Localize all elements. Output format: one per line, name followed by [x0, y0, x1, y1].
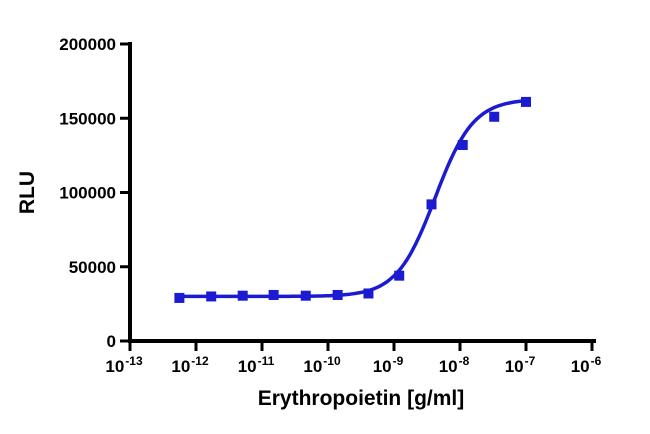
data-point-marker [174, 292, 185, 303]
x-tick-label: 10-8 [439, 354, 470, 376]
data-point-marker [268, 289, 279, 300]
x-tick-label: 10-11 [238, 354, 275, 376]
y-tick-label: 50000 [69, 258, 116, 277]
x-tick-label: 10-13 [105, 354, 143, 376]
data-point-marker [521, 96, 531, 107]
data-point-marker [206, 291, 217, 302]
data-point-marker [363, 288, 374, 299]
x-tick-label: 10-12 [171, 354, 209, 376]
x-tick-label: 10-7 [505, 354, 536, 376]
data-point-marker [237, 290, 248, 301]
y-tick-label: 100000 [59, 184, 116, 203]
data-point-marker [457, 139, 468, 150]
y-tick-label: 150000 [59, 109, 116, 128]
x-tick-label: 10-9 [373, 354, 404, 376]
x-tick-label: 10-10 [303, 354, 341, 376]
y-axis-title: RLU [16, 171, 39, 214]
data-point-marker [394, 270, 405, 281]
y-tick-label: 0 [107, 332, 116, 351]
fit-curve [177, 98, 528, 299]
data-point-marker [300, 290, 311, 301]
x-axis-title: Erythropoietin [g/ml] [258, 387, 465, 410]
y-tick-label: 200000 [59, 35, 116, 54]
data-point-marker [332, 289, 343, 300]
data-point-marker [426, 199, 437, 210]
x-tick-label: 10-6 [571, 354, 602, 376]
data-point-marker [489, 111, 500, 122]
